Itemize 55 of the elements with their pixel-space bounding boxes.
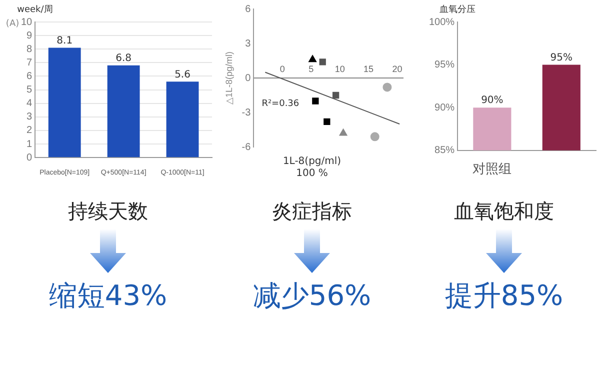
- y-tick-label: 3: [26, 112, 33, 123]
- y-tick-label: 5: [26, 84, 33, 96]
- x-tick-label: 对照组: [472, 160, 512, 176]
- y-axis-title: △1L-8(pg/ml): [224, 51, 234, 105]
- text: 缩短43%: [48, 278, 168, 314]
- x-tick-label: 10: [334, 64, 345, 74]
- point: [370, 132, 380, 142]
- y-tick-label: -6: [242, 142, 252, 153]
- point: [312, 98, 319, 104]
- point: [308, 55, 317, 62]
- y-tick-label: 6: [26, 70, 33, 82]
- x-tick-label: 15: [364, 64, 374, 74]
- annotation: R²=0.36: [262, 99, 300, 110]
- y-tick-label: 10: [21, 16, 33, 28]
- data-label: 90%: [481, 95, 504, 106]
- y-tick-label: 4: [26, 98, 33, 110]
- text: 减少56%: [252, 278, 372, 314]
- y-tick-label: 85%: [434, 145, 455, 156]
- bar: [166, 82, 199, 158]
- x-axis-title: 1L-8(pg/ml): [282, 156, 342, 168]
- y-tick-label: 3: [245, 38, 252, 50]
- y-tick-label: 0: [26, 152, 33, 164]
- y-tick-label: 8: [26, 44, 33, 55]
- x-tick-label: 0: [280, 64, 285, 74]
- y-tick-label: 2: [26, 125, 33, 136]
- y-tick-label: 1: [26, 138, 33, 150]
- text: 血氧饱和度: [454, 198, 554, 225]
- data-label: 95%: [550, 52, 573, 64]
- point: [382, 82, 392, 92]
- y-tick-label: 95%: [434, 60, 455, 71]
- y-tick-label: 6: [245, 4, 252, 15]
- data-label: 5.6: [174, 69, 190, 80]
- y-axis-title: 血氧分压: [440, 4, 476, 15]
- y-axis-title: week/周: [17, 4, 53, 15]
- point: [332, 92, 340, 99]
- y-tick-label: 90%: [434, 102, 455, 114]
- point: [324, 118, 330, 126]
- text: 炎症指标: [272, 198, 352, 225]
- data-label: 8.1: [56, 35, 73, 46]
- y-tick-label: 0: [245, 72, 252, 84]
- x-tick-label: 5: [308, 64, 314, 74]
- bar: [107, 65, 140, 158]
- y-tick-label: 9: [26, 30, 33, 42]
- y-tick-label: -3: [242, 107, 252, 118]
- x-tick-label: 20: [392, 64, 402, 74]
- y-tick-label: 7: [26, 57, 33, 68]
- data-label: 6.8: [116, 52, 132, 64]
- text: 持续天数: [68, 198, 148, 225]
- point: [319, 58, 326, 66]
- y-tick-label: 100%: [429, 16, 455, 28]
- bar: [48, 48, 81, 158]
- text: 100 %: [296, 168, 328, 180]
- text: (A): [6, 18, 20, 29]
- text: 提升85%: [444, 278, 564, 314]
- point: [339, 128, 348, 136]
